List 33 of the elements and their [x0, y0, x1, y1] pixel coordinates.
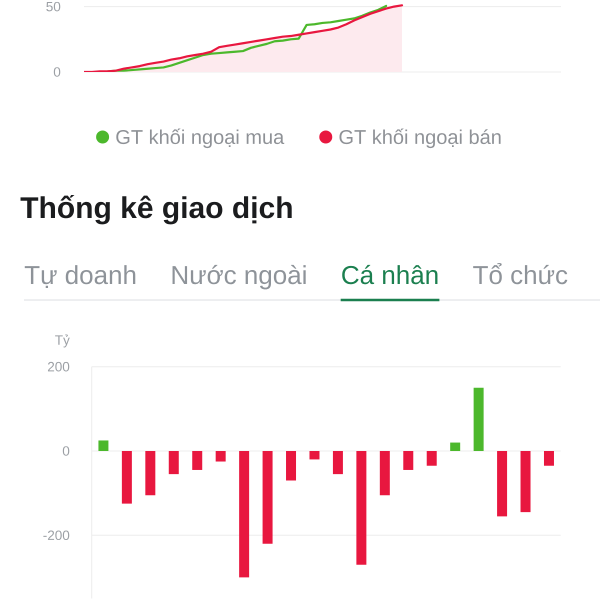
bar [520, 450, 531, 512]
y-tick-label: -200 [43, 530, 70, 540]
bar [544, 450, 554, 466]
bar [403, 450, 414, 470]
category-label: Tổ chức [473, 263, 568, 284]
bar [380, 450, 390, 496]
legend-label: GT khối ngoại bán [339, 128, 501, 148]
bar [426, 450, 437, 466]
y-tick-label: 0 [62, 446, 70, 456]
bar [262, 450, 273, 544]
y-tick-label: 200 [48, 362, 70, 372]
bar [168, 450, 179, 474]
bar [474, 388, 484, 451]
bar [450, 442, 460, 451]
bar [239, 450, 250, 578]
y-axis-title: Tỷ [55, 334, 70, 348]
category-label: Cá nhân [342, 264, 438, 284]
y-tick-label: 50 [46, 2, 60, 12]
text: Thống kê giao dịch [20, 194, 292, 224]
bar [286, 450, 296, 480]
bar [145, 450, 156, 496]
bar [309, 450, 320, 460]
bar [216, 450, 226, 462]
bar [192, 450, 202, 470]
bar [356, 450, 366, 565]
legend-label: GT khối ngoại mua [116, 128, 284, 148]
category-label: Nước ngoài [172, 264, 306, 290]
category-label: Tự doanh [24, 265, 136, 288]
bar [122, 450, 132, 504]
bar [497, 450, 508, 516]
bar [332, 450, 343, 474]
y-tick-label: 0 [54, 67, 60, 77]
bar [98, 440, 108, 451]
